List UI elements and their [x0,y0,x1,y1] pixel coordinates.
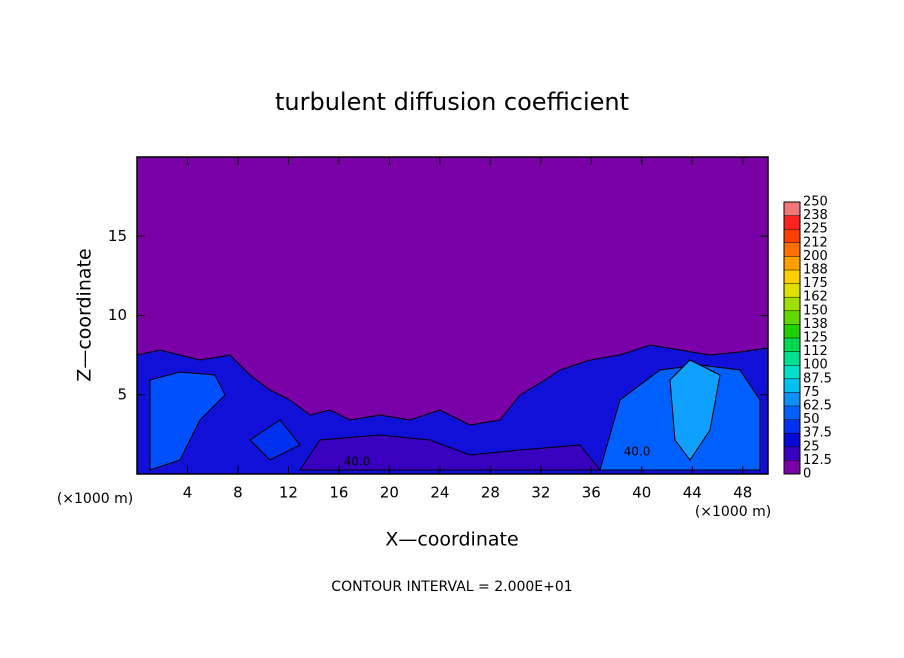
colorbar-band [784,202,800,216]
chart-title: turbulent diffusion coefficient [275,88,629,116]
x-tick-label: 24 [430,484,449,502]
x-axis-label: X—coordinate [385,529,518,551]
colorbar-label: 0 [803,467,811,482]
field-region [299,434,602,471]
y-tick-label: 5 [117,385,127,403]
colorbar-label: 87.5 [803,371,832,386]
colorbar-label: 50 [803,412,820,427]
colorbar-band [784,324,800,338]
x-tick-label: 20 [380,484,399,502]
colorbar-band [784,310,800,325]
colorbar-band [784,270,800,284]
colorbar-label: 100 [803,358,828,373]
colorbar-label: 25 [803,439,820,454]
colorbar-label: 138 [803,317,828,332]
colorbar-label: 188 [803,263,828,278]
x-tick-label: 4 [183,484,193,502]
colorbar-label: 225 [803,222,828,237]
contour-label: 40.0 [344,455,371,469]
colorbar-label: 250 [803,195,828,210]
colorbar-band [784,392,800,406]
colorbar-label: 75 [803,385,820,400]
colorbar-band [784,215,800,230]
colorbar-band [784,365,800,379]
colorbar-band [784,297,800,311]
colorbar-label: 12.5 [803,453,832,468]
x-tick-label: 48 [733,484,752,502]
colorbar-band [784,460,800,474]
footer: CONTOUR INTERVAL = 2.000E+01 [331,579,572,595]
colorbar-band [784,378,800,393]
field [136,157,769,475]
colorbar-band [784,283,800,298]
y-unit: (×1000 m) [57,491,133,507]
x-tick-label: 12 [279,484,298,502]
contour-label: 40.0 [624,445,651,459]
colorbar-band [784,256,800,270]
colorbar-label: 37.5 [803,426,832,441]
field-region [669,359,721,461]
colorbar-label: 238 [803,208,828,223]
colorbar-band [784,229,800,243]
colorbar-label: 62.5 [803,399,832,414]
field-region [149,371,226,471]
colorbar-label: 162 [803,290,828,305]
x-tick-label: 32 [531,484,550,502]
x-tick-label: 40 [632,484,651,502]
x-tick-label: 8 [233,484,243,502]
colorbar-label: 112 [803,344,828,359]
x-tick-label: 36 [582,484,601,502]
colorbar-label: 125 [803,331,828,346]
colorbar-band [784,242,800,257]
colorbar-label: 200 [803,249,828,264]
colorbar-band [784,433,800,447]
field-region [249,419,301,461]
colorbar-band [784,338,800,352]
colorbar-label: 175 [803,276,828,291]
colorbar-band [784,446,800,461]
y-tick-label: 10 [108,306,127,324]
x-tick-label: 28 [481,484,500,502]
colorbar-label: 212 [803,235,828,250]
x-tick-label: 44 [683,484,702,502]
x-unit: (×1000 m) [695,504,771,520]
colorbar-band [784,406,800,420]
y-tick-label: 15 [108,227,127,245]
y-axis-label: Z—coordinate [74,248,96,381]
colorbar-band [784,351,800,366]
colorbar-label: 150 [803,303,828,318]
colorbar-band [784,419,800,434]
x-tick-label: 16 [329,484,348,502]
